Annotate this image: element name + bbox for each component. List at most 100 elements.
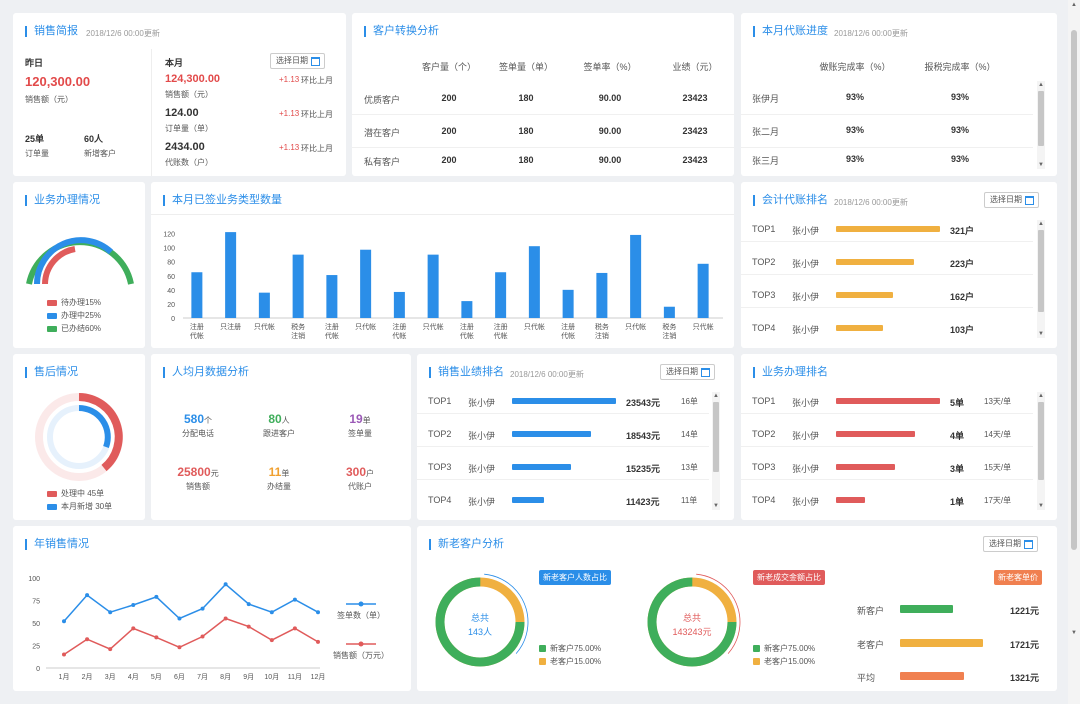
column-header: 签单量（单）	[498, 62, 554, 72]
table-cell: 200	[441, 155, 457, 165]
rank-label: TOP1	[752, 396, 776, 406]
scroll-thumb[interactable]	[713, 402, 719, 472]
ring-new	[78, 405, 111, 449]
scrollbar[interactable]: ▲ ▼	[1037, 81, 1045, 169]
x-tick-label: 只代帐	[524, 322, 545, 331]
annual-sales-line-chart: 0 25 50 75 100 1月 2月 3月 4月 5月 6月 7月 8月 9月 10月 11月 12月 签单数…	[28, 576, 389, 681]
page-scrollbar[interactable]: ▲ ▼	[1068, 0, 1080, 704]
rank-name: 张小伊	[792, 431, 820, 441]
rank-label: TOP4	[752, 323, 776, 333]
table-cell: 180	[518, 126, 534, 136]
scroll-down-icon[interactable]: ▼	[1038, 503, 1044, 509]
legend-item: 新客户75.00%	[753, 643, 815, 654]
legend-swatch	[539, 658, 546, 666]
legend-swatch	[539, 645, 546, 653]
rank-value: 4单	[950, 431, 965, 441]
x-tick-label: 税务注销	[595, 322, 609, 340]
metric-label: 跟进客户	[263, 429, 295, 438]
month-value: 124.00	[165, 107, 199, 119]
donut-new-segment	[435, 577, 525, 667]
arc-processing	[34, 237, 114, 285]
x-tick-label: 税务注销	[662, 322, 676, 340]
table-cell: 23423	[682, 93, 708, 103]
y-tick-label: 100	[163, 246, 175, 253]
legend-item: 老客户15.00%	[753, 656, 815, 667]
legend-label: 待办理15%	[61, 298, 102, 307]
scroll-thumb[interactable]	[1038, 402, 1044, 480]
row-name: 张伊月	[752, 94, 780, 104]
scroll-down-icon[interactable]: ▼	[713, 503, 719, 509]
scroll-up-icon[interactable]: ▲	[1038, 82, 1044, 88]
legend-marker	[358, 601, 364, 607]
rank-value: 5单	[950, 398, 965, 408]
y-tick-label: 75	[32, 599, 40, 606]
table-cell: 23423	[682, 155, 708, 165]
data-point	[62, 652, 66, 657]
month-label: 本月	[165, 58, 184, 68]
calendar-icon	[311, 57, 320, 66]
y-tick-label: 40	[167, 288, 175, 295]
scroll-thumb[interactable]	[1038, 230, 1044, 312]
card-title: 新老客户分析	[429, 539, 504, 550]
unit-price-bar	[900, 639, 983, 647]
scroll-thumb[interactable]	[1038, 91, 1044, 146]
yesterday-amount-label: 销售额（元）	[25, 95, 73, 104]
x-tick-label: 10月	[264, 673, 279, 681]
rank-value: 3单	[950, 464, 965, 474]
date-picker-label: 选择日期	[666, 367, 698, 376]
scrollbar[interactable]: ▲ ▼	[1037, 220, 1045, 338]
row-name: 私有客户	[364, 157, 401, 167]
scroll-up-icon[interactable]: ▲	[713, 393, 719, 399]
rank-name: 张小伊	[468, 431, 496, 441]
rank-label: TOP4	[752, 495, 776, 505]
column-header: 签单率（%）	[583, 62, 637, 72]
column-header: 业绩（元）	[672, 62, 718, 72]
legend-item: 已办结60%	[47, 323, 101, 334]
x-tick-label: 注册代帐	[325, 322, 339, 340]
page-scroll-up-icon[interactable]: ▲	[1071, 2, 1077, 8]
scroll-up-icon[interactable]: ▲	[1038, 221, 1044, 227]
rank-extra: 14单	[681, 430, 698, 439]
date-picker-button[interactable]: 选择日期	[984, 192, 1039, 208]
bar	[360, 249, 372, 318]
rank-value: 23543元	[626, 398, 661, 408]
donut-chart	[643, 573, 741, 671]
card-title: 本月已签业务类型数量	[163, 195, 282, 206]
data-point	[177, 645, 182, 650]
legend-swatch	[47, 312, 57, 319]
date-picker-button[interactable]: 选择日期	[660, 364, 715, 380]
metric-unit: 户	[366, 469, 375, 478]
x-tick-label: 只代帐	[693, 322, 714, 331]
rank-bar	[836, 497, 866, 503]
date-picker-button[interactable]: 选择日期	[270, 53, 325, 69]
scrollbar[interactable]: ▲ ▼	[1037, 392, 1045, 510]
scroll-up-icon[interactable]: ▲	[1038, 393, 1044, 399]
card-title: 会计代账排名	[753, 195, 828, 206]
table-cell: 200	[441, 126, 457, 136]
scroll-down-icon[interactable]: ▼	[1038, 162, 1044, 168]
data-point	[316, 639, 320, 644]
legend-label: 已办结60%	[61, 324, 102, 333]
rank-name: 张小伊	[792, 464, 820, 474]
x-tick-label: 注册代帐	[190, 322, 204, 340]
date-picker-button[interactable]: 选择日期	[983, 536, 1038, 552]
bar	[630, 234, 642, 318]
data-point	[85, 593, 90, 598]
scroll-down-icon[interactable]: ▼	[1038, 331, 1044, 337]
data-point	[62, 619, 66, 624]
page-scroll-down-icon[interactable]: ▼	[1071, 630, 1077, 636]
legend-label: 老客户15.00%	[550, 657, 602, 666]
page-scroll-thumb[interactable]	[1071, 30, 1077, 550]
y-tick-label: 20	[167, 302, 175, 309]
bar	[663, 306, 675, 318]
metric-unit: 元	[210, 469, 219, 478]
rank-value: 321户	[950, 226, 975, 236]
legend-item: 办理中25%	[47, 310, 101, 321]
orders-value: 25单	[25, 134, 45, 144]
legend-item: 新客户75.00%	[539, 643, 601, 654]
signed-types-card: 本月已签业务类型数量 0 20 40 60 80 100 120 注册代帐 只注册 只代帐 税务注销…	[151, 182, 734, 348]
scrollbar[interactable]: ▲ ▼	[712, 392, 720, 510]
donut-chart	[431, 573, 529, 671]
legend-item: 处理中 45单	[47, 488, 104, 499]
column-header: 做账完成率（%）	[819, 62, 891, 72]
